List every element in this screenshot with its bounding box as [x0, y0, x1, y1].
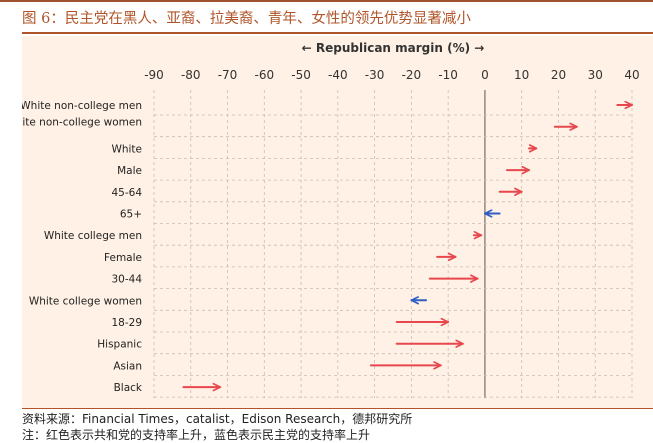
x-tick-label: -20 [402, 68, 422, 82]
row-label: Black [114, 382, 143, 394]
row-label: White non-college men [22, 100, 142, 112]
x-tick-label: 0 [481, 68, 489, 82]
row-label: White college women [29, 295, 142, 307]
row-label: White college men [44, 230, 142, 242]
x-tick-label: -40 [328, 68, 348, 82]
x-axis-label: ← Republican margin (%) → [302, 41, 485, 55]
row-label: White [111, 143, 142, 155]
x-tick-label: 30 [588, 68, 603, 82]
row-label: Hispanic [97, 339, 142, 351]
row-label: 18-29 [111, 317, 142, 329]
top-rule [0, 0, 653, 2]
figure-title: 图 6：民主党在黑人、亚裔、拉美裔、青年、女性的领先优势显著减小 [22, 11, 471, 27]
row-label: Asian [113, 360, 142, 372]
row-label: 45-64 [111, 187, 142, 199]
row-label: Male [117, 165, 142, 177]
x-tick-label: -70 [218, 68, 238, 82]
x-tick-label: 40 [624, 68, 639, 82]
row-label: 65+ [120, 209, 142, 221]
row-label: Female [104, 252, 142, 264]
x-tick-label: -10 [438, 68, 458, 82]
bottom-rule [22, 408, 653, 409]
x-tick-label: 20 [551, 68, 566, 82]
title-rule [22, 32, 653, 34]
arrow-chart: ← Republican margin (%) → -90 -80 -70 -60 -50… [22, 41, 640, 399]
x-tick-label: 10 [514, 68, 529, 82]
x-tick-label: -80 [181, 68, 201, 82]
x-tick-label: -30 [365, 68, 385, 82]
x-tick-label: -60 [255, 68, 275, 82]
row-label: 30-44 [111, 274, 142, 286]
x-tick-label: -50 [291, 68, 311, 82]
row-label: White non-college women [22, 117, 142, 129]
x-tick-label: -90 [144, 68, 164, 82]
source-note: 资料来源：Financial Times，catalist，Edison Res… [22, 412, 413, 426]
